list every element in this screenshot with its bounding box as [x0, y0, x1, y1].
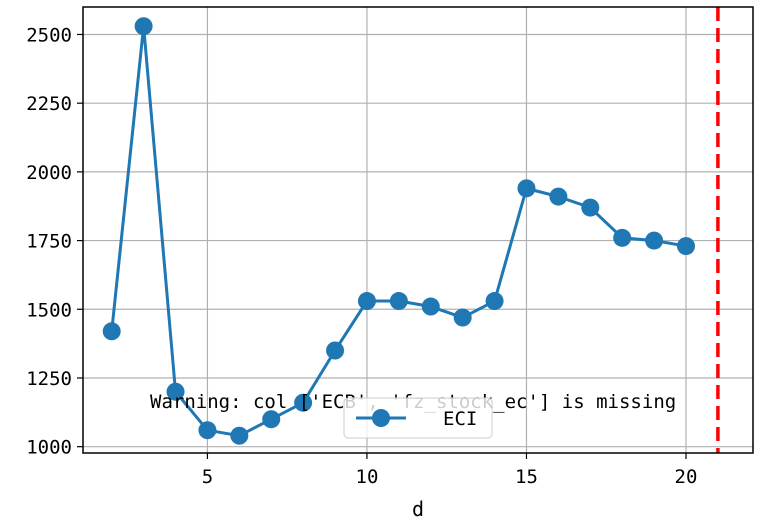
data-point — [517, 179, 536, 198]
y-tick-label: 1750 — [26, 231, 72, 253]
data-point — [613, 228, 632, 247]
data-point — [357, 292, 376, 311]
y-tick-label: 1250 — [26, 368, 72, 390]
data-point — [677, 237, 695, 256]
data-point — [230, 426, 249, 445]
data-point — [102, 322, 121, 341]
y-tick-label: 1500 — [26, 299, 72, 321]
x-tick-label: 10 — [356, 466, 379, 488]
ticks-layer: 5 10 15 20 1000 1250 1500 1750 2000 2250 2500 — [26, 24, 697, 488]
legend-marker-swatch — [372, 409, 390, 427]
data-point — [485, 292, 504, 311]
x-tick-label: 5 — [202, 466, 213, 488]
data-point — [166, 382, 185, 401]
series-line-eci — [110, 24, 687, 438]
y-tick-label: 2250 — [26, 93, 72, 115]
data-point — [645, 231, 664, 250]
grid — [83, 7, 753, 453]
data-point — [389, 292, 408, 311]
data-point — [581, 198, 600, 217]
axes-frame — [82, 6, 754, 454]
data-point — [421, 297, 440, 316]
data-point — [294, 393, 313, 412]
data-point — [198, 421, 217, 440]
y-tick-label: 1000 — [26, 437, 72, 459]
data-point — [549, 187, 568, 206]
data-point — [453, 308, 472, 327]
legend-label-eci: ECI — [443, 408, 477, 430]
y-tick-label: 2000 — [26, 162, 72, 184]
data-point — [134, 17, 153, 36]
x-tick-label: 20 — [675, 466, 698, 488]
series-layer — [102, 17, 695, 445]
legend: ECI — [343, 397, 493, 439]
legend-box — [343, 397, 493, 439]
data-point — [326, 341, 345, 360]
x-axis-label: d — [412, 497, 424, 521]
data-point — [262, 410, 281, 429]
x-tick-label: 15 — [515, 466, 538, 488]
y-tick-label: 2500 — [26, 24, 72, 46]
